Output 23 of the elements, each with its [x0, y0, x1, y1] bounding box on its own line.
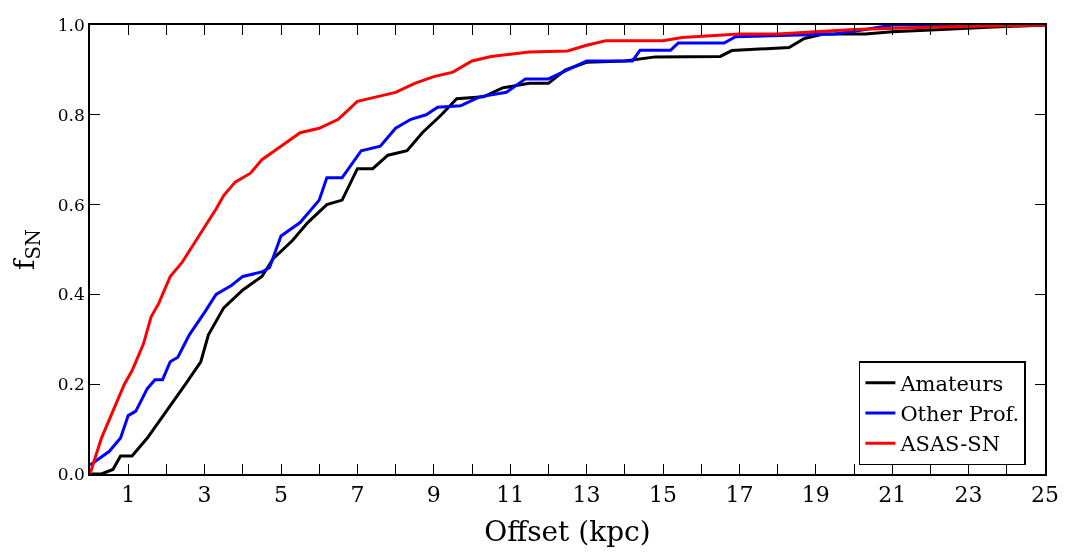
x-tick-label: 1 — [121, 482, 136, 508]
x-tick-label: 19 — [801, 482, 830, 508]
y-tick-label: 0.0 — [57, 463, 85, 484]
y-tick-label: 0.6 — [57, 194, 85, 215]
y-tick-label: 0.2 — [57, 374, 85, 395]
x-tick-label: 3 — [197, 482, 212, 508]
x-tick-label: 9 — [426, 482, 441, 508]
x-tick-label: 11 — [496, 482, 525, 508]
legend-label: ASAS-SN — [899, 432, 1001, 457]
y-tick-label: 0.4 — [57, 284, 85, 305]
legend-label: Other Prof. — [900, 402, 1020, 427]
x-tick-label: 23 — [954, 482, 983, 508]
y-tick-label: 0.8 — [57, 104, 85, 125]
x-tick-label: 7 — [350, 482, 365, 508]
x-tick-label: 25 — [1031, 482, 1059, 508]
x-tick-label: 15 — [649, 482, 677, 508]
x-tick-label: 5 — [274, 482, 288, 508]
x-tick-label: 21 — [878, 482, 907, 508]
x-tick-label: 17 — [725, 482, 754, 508]
y-tick-label: 1.0 — [57, 14, 85, 35]
legend-label: Amateurs — [899, 371, 1004, 396]
x-axis-title: Offset (kpc) — [484, 514, 651, 548]
x-tick-label: 13 — [572, 482, 601, 508]
